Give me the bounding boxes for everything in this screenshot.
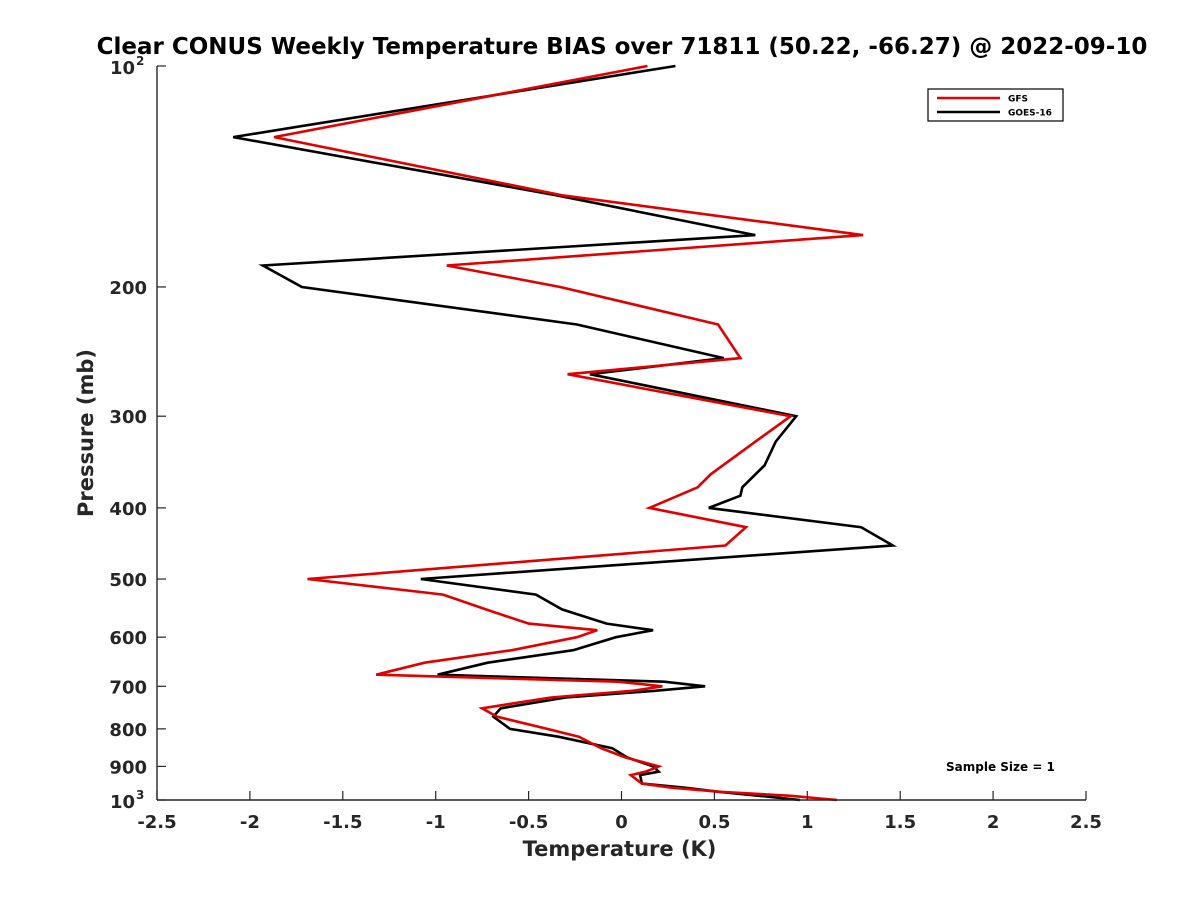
y-tick-label: 10 (110, 792, 135, 813)
y-tick-label: 300 (109, 407, 147, 428)
y-axis-label: Pressure (mb) (74, 349, 98, 517)
legend-label-gfs: GFS (1008, 95, 1028, 105)
x-tick-label: 1 (801, 812, 814, 833)
y-tick-label: 200 (109, 278, 147, 299)
series-line-gfs (273, 64, 864, 802)
x-axis-ticks: -2.5 -2 -1.5 -1 -0.5 0 0.5 1 1.5 2 2.5 (137, 791, 1102, 833)
x-tick-label: -0.5 (509, 812, 548, 833)
y-tick-label: 900 (109, 757, 147, 778)
x-tick-label: 2 (987, 812, 1000, 833)
x-axis-label: Temperature (K) (523, 837, 717, 861)
series-line-goes-16 (232, 64, 898, 802)
y-tick-label-exponent: 2 (136, 54, 144, 68)
axes-layer (156, 66, 1086, 801)
x-tick-label: -1 (426, 812, 446, 833)
series-layer (232, 64, 898, 802)
x-tick-label: 2.5 (1070, 812, 1102, 833)
x-tick-label: -1.5 (323, 812, 362, 833)
plot-area (157, 66, 1086, 800)
x-tick-label: 0.5 (698, 812, 730, 833)
chart-title: Clear CONUS Weekly Temperature BIAS over… (97, 34, 1148, 60)
y-tick-label: 800 (109, 720, 147, 741)
y-tick-label: 10 (110, 58, 135, 79)
x-tick-label: -2 (240, 812, 260, 833)
x-tick-label: 0 (615, 812, 628, 833)
y-tick-label: 500 (109, 570, 147, 591)
y-tick-label-exponent: 3 (136, 788, 144, 802)
y-tick-label: 700 (109, 677, 147, 698)
legend-label-goes-16: GOES-16 (1008, 109, 1052, 119)
legend-box (927, 88, 1064, 122)
x-tick-label: -2.5 (137, 812, 176, 833)
y-tick-label: 600 (109, 628, 147, 649)
x-tick-label: 1.5 (884, 812, 916, 833)
sample-size-annotation: Sample Size = 1 (946, 760, 1055, 774)
y-tick-label: 400 (109, 499, 147, 520)
legend: GFS GOES-16 (927, 88, 1064, 122)
